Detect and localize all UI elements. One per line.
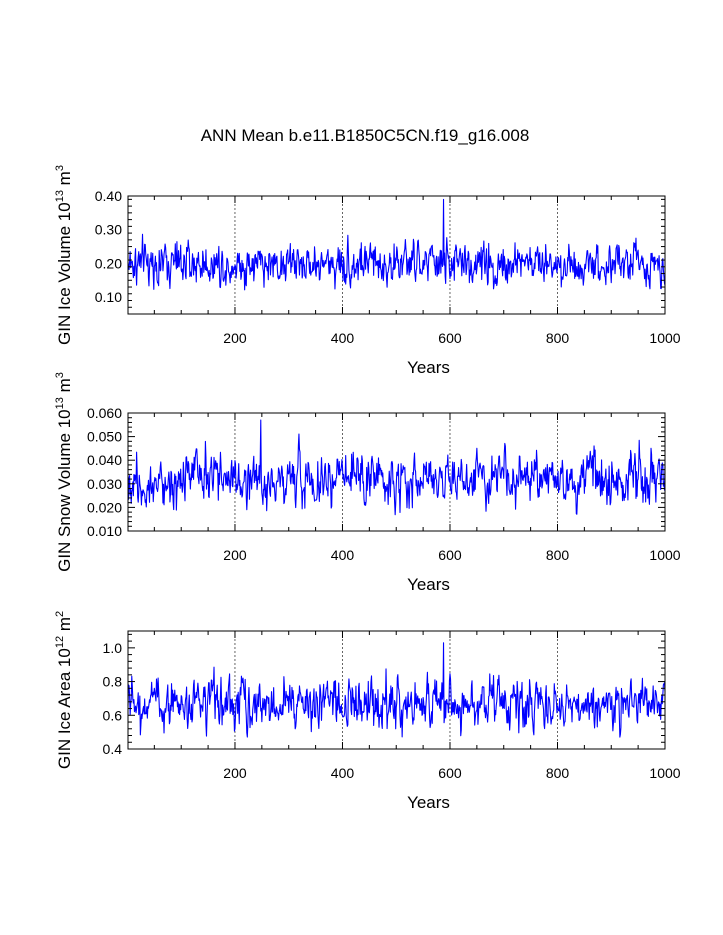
x-tick-label: 800 [546, 547, 570, 563]
x-tick-label: 200 [223, 765, 247, 781]
series-line-2 [127, 419, 666, 516]
y-axis-label-main: GIN Ice Area 10 [55, 648, 74, 769]
chart-panel-2: 200 400 600 800 1000 0.010 0.020 0.030 0.040 0.05… [54, 372, 681, 594]
x-tick-label: 600 [438, 765, 462, 781]
x-tick-label: 1000 [649, 547, 680, 563]
y-axis-label-mid: m [55, 171, 74, 190]
series-line-3 [127, 642, 666, 738]
y-axis-label-sup1: 12 [54, 636, 66, 648]
y-tick-label: 0.010 [87, 523, 122, 539]
y-tick-label: 0.030 [87, 476, 122, 492]
x-tick-label: 400 [331, 547, 355, 563]
x-axis-label: Years [407, 575, 450, 594]
y-axis-label-sup2: 2 [54, 611, 66, 617]
y-tick-label: 0.30 [95, 222, 122, 238]
y-axis-label-sup2: 3 [54, 165, 66, 171]
y-tick-label: 0.060 [87, 405, 122, 421]
y-tick-label: 0.040 [87, 452, 122, 468]
y-tick-label: 1.0 [103, 640, 123, 656]
x-tick-label: 1000 [649, 765, 680, 781]
chart-panel-3: 200 400 600 800 1000 0.4 0.6 0.8 1.0 Years GIN Ice… [54, 611, 681, 812]
y-axis-label-sup1: 13 [54, 190, 66, 202]
series-line-1 [127, 198, 666, 291]
x-tick-label: 600 [438, 330, 462, 346]
y-axis-label-mid: m [55, 617, 74, 636]
y-axis-label-main: GIN Snow Volume 10 [55, 409, 74, 572]
y-axis-label-sup2: 3 [54, 372, 66, 378]
y-tick-label: 0.050 [87, 429, 122, 445]
x-tick-label: 600 [438, 547, 462, 563]
x-tick-label: 400 [331, 330, 355, 346]
y-tick-label: 0.6 [103, 707, 123, 723]
y-axis-label: GIN Ice Volume 1013 m3 [54, 165, 74, 345]
x-tick-label: 800 [546, 330, 570, 346]
x-tick-label: 200 [223, 330, 247, 346]
y-tick-label: 0.8 [103, 674, 123, 690]
y-axis-label: GIN Snow Volume 1013 m3 [54, 372, 74, 572]
y-axis-label-main: GIN Ice Volume 10 [55, 202, 74, 345]
y-tick-label: 0.020 [87, 499, 122, 515]
y-tick-label: 0.20 [95, 255, 122, 271]
y-axis-label-mid: m [55, 378, 74, 397]
x-axis-label: Years [407, 793, 450, 812]
y-tick-label: 0.10 [95, 289, 122, 305]
x-axis-label: Years [407, 358, 450, 377]
y-tick-label: 0.40 [95, 188, 122, 204]
figure-title: ANN Mean b.e11.B1850C5CN.f19_g16.008 [201, 126, 530, 145]
y-axis-label: GIN Ice Area 1012 m2 [54, 611, 74, 769]
x-tick-label: 1000 [649, 330, 680, 346]
x-tick-label: 400 [331, 765, 355, 781]
x-tick-label: 200 [223, 547, 247, 563]
y-axis-label-sup1: 13 [54, 397, 66, 409]
panels-container: 200 400 600 800 1000 0.10 0.20 0.30 0.40 Years GIN… [54, 165, 681, 812]
y-tick-label: 0.4 [103, 741, 123, 757]
x-tick-label: 800 [546, 765, 570, 781]
chart-panel-1: 200 400 600 800 1000 0.10 0.20 0.30 0.40 Years GIN… [54, 165, 681, 377]
